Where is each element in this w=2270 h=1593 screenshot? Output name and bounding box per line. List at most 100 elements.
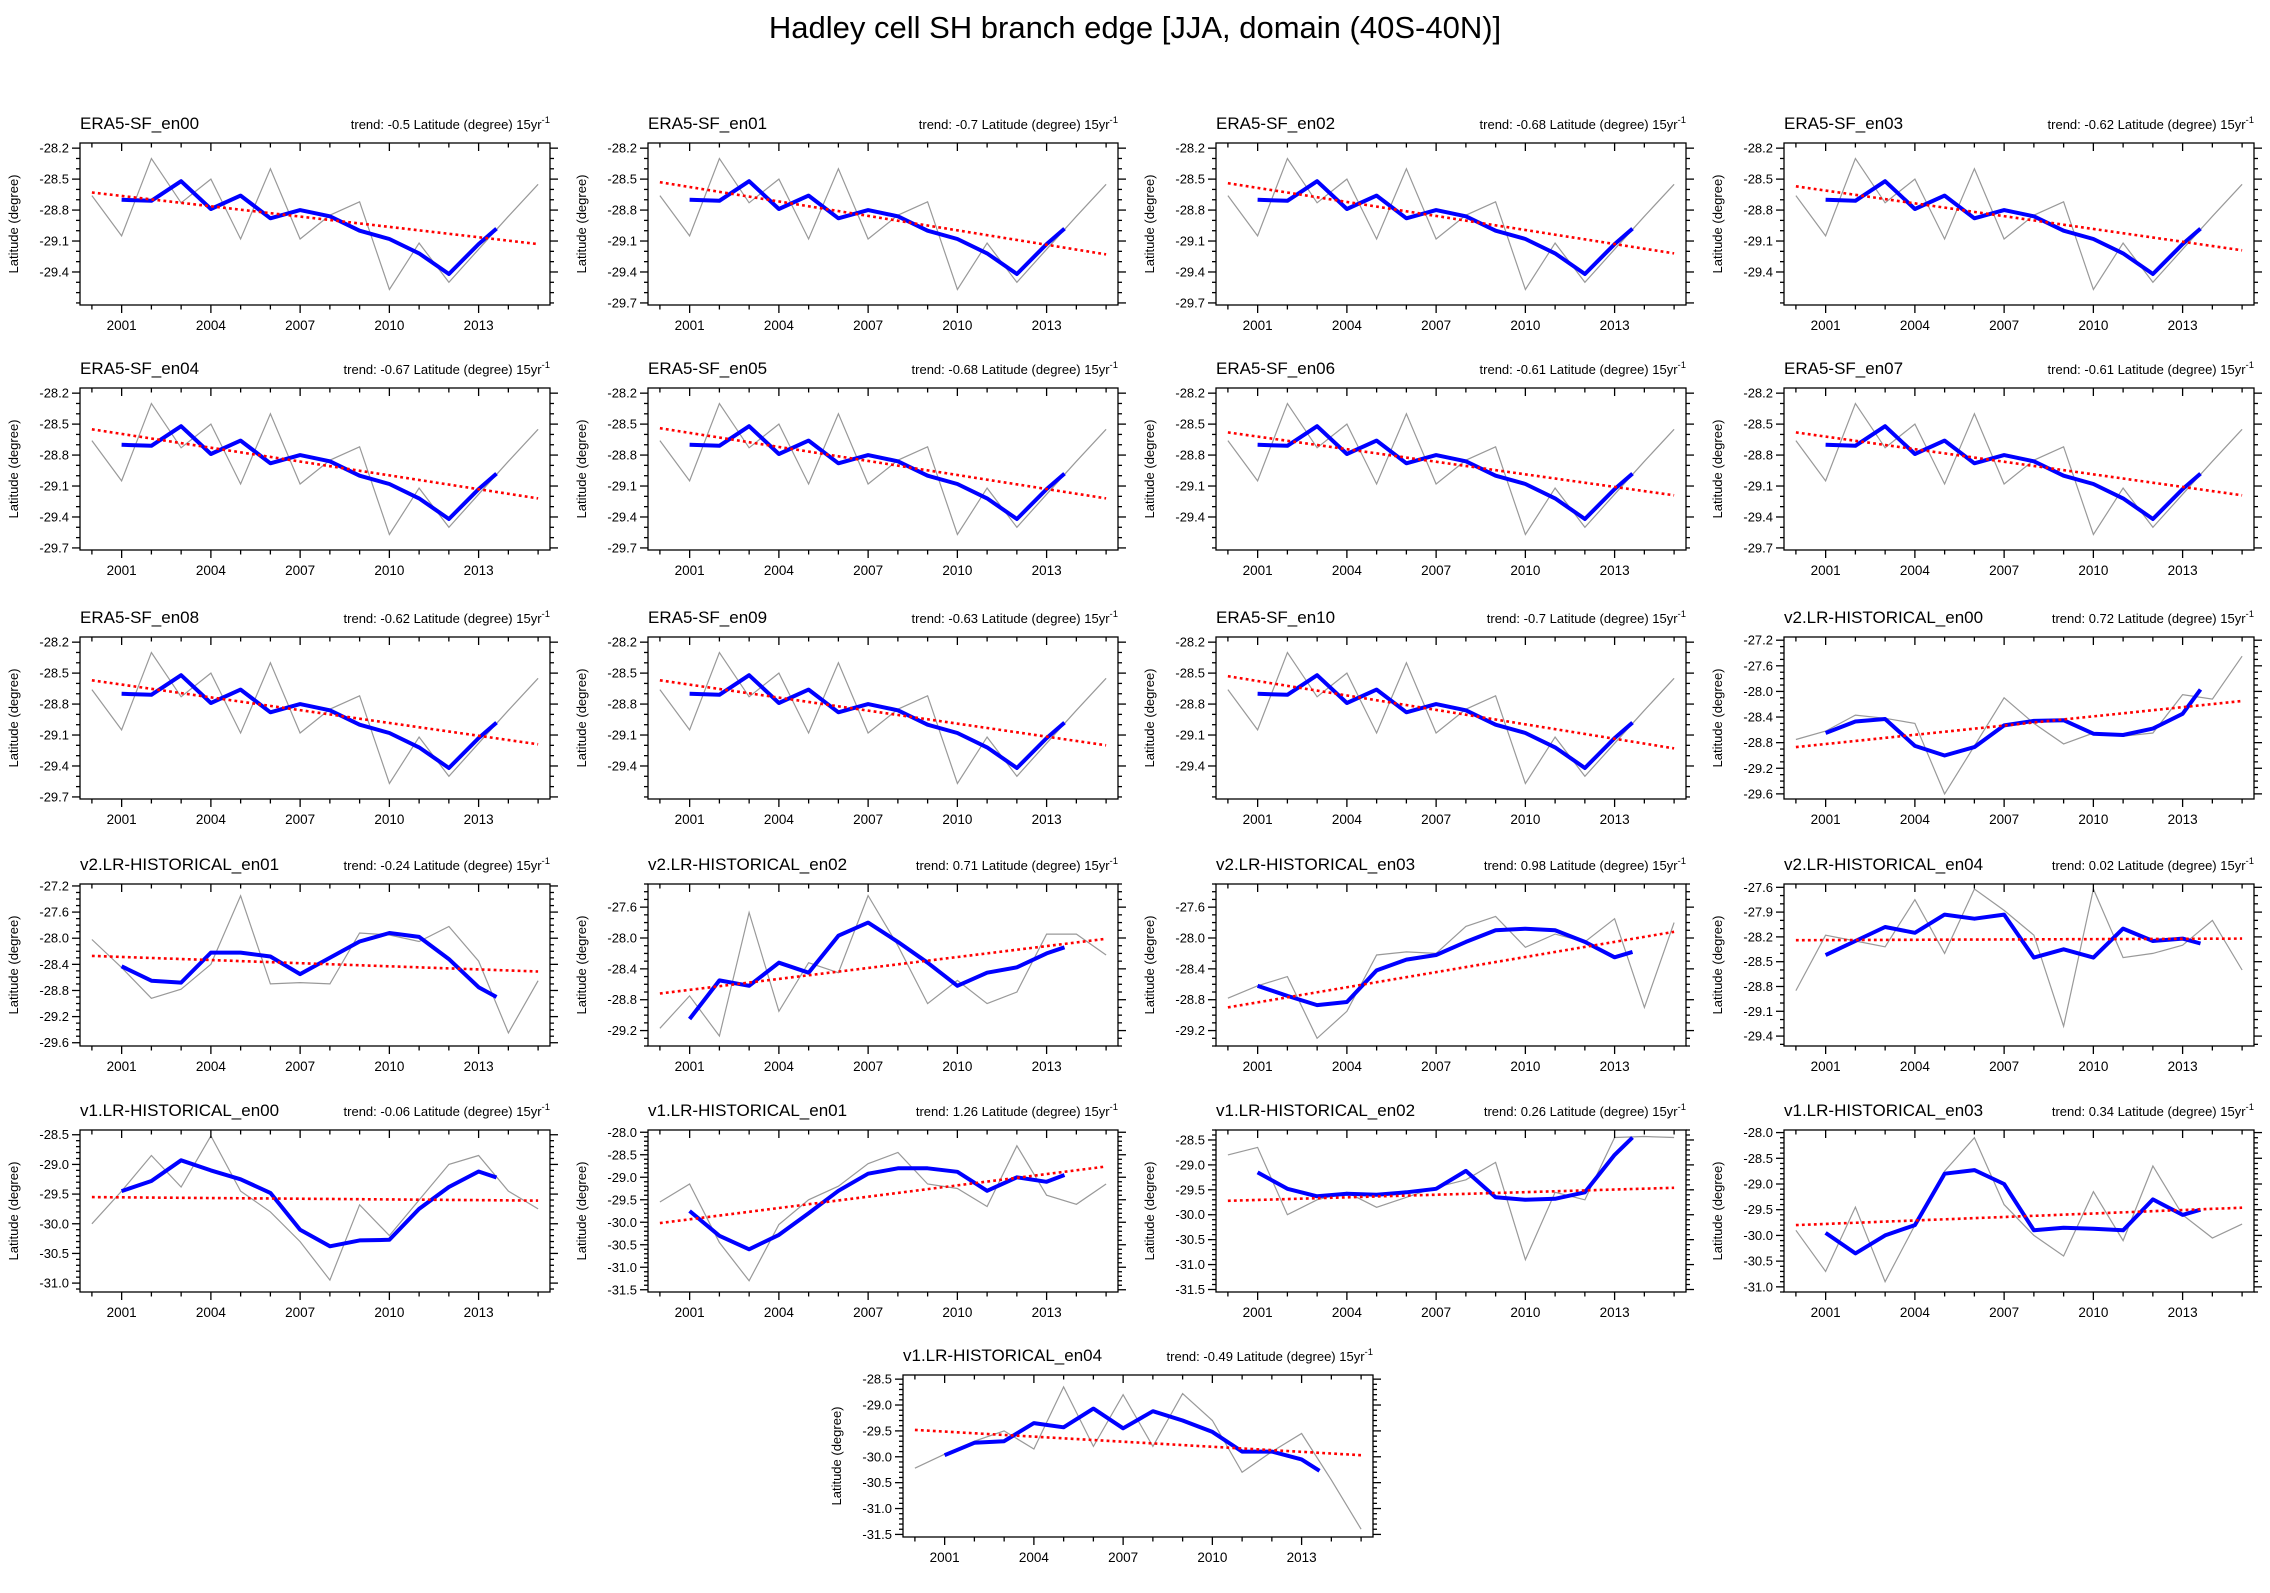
y-tick-label: -28.8 (1743, 735, 1773, 750)
smoothed-series-line (1257, 673, 1634, 770)
y-tick-label: -28.5 (39, 172, 69, 187)
x-tick-label: 2013 (464, 563, 494, 578)
y-tick-label: -28.2 (1175, 386, 1205, 401)
x-tick-label: 2010 (2078, 1305, 2108, 1320)
raw-series-line (1227, 1135, 1675, 1262)
panel-ERA5-SF_en10: ERA5-SF_en10 trend: -0.7 Latitude (degree… (1142, 608, 1694, 827)
trend-exponent: -1 (1110, 609, 1118, 620)
trend-exponent: -1 (542, 609, 550, 620)
trend-label: trend: -0.61 Latitude (degree) 15yr-1 (2048, 360, 2254, 377)
y-tick-label: -28.8 (1743, 979, 1773, 994)
y-tick-label: -29.2 (1743, 761, 1773, 776)
x-tick-label: 2010 (374, 318, 404, 333)
trend-line (914, 1428, 1362, 1457)
smoothed-series-line (1825, 424, 2202, 521)
y-axis-label: Latitude (degree) (574, 668, 589, 767)
x-tick-label: 2013 (2168, 563, 2198, 578)
trend-line (1227, 930, 1675, 1009)
y-axis-label: Latitude (degree) (574, 1161, 589, 1260)
x-tick-label: 2004 (1900, 812, 1931, 827)
panel-v2.LR-HISTORICAL_en04: v2.LR-HISTORICAL_en04 trend: 0.02 Latitud… (1710, 855, 2262, 1074)
raw-series-line (91, 1134, 539, 1282)
y-tick-label: -29.4 (607, 758, 637, 773)
x-tick-label: 2001 (1243, 1305, 1273, 1320)
panel-v1.LR-HISTORICAL_en02: v1.LR-HISTORICAL_en02 trend: 0.26 Latitud… (1142, 1101, 1694, 1320)
trend-line (1795, 1206, 2243, 1227)
y-axis-label: Latitude (degree) (1142, 419, 1157, 518)
y-axis-label: Latitude (degree) (1142, 668, 1157, 767)
x-tick-label: 2004 (1332, 812, 1363, 827)
y-tick-label: -28.8 (607, 992, 637, 1007)
smoothed-series-line (1256, 1136, 1634, 1202)
axes: -29.7 -29.4 -29.1 -28.8 -28.5 -28.2 2001 2004 20… (39, 635, 558, 827)
x-tick-label: 2013 (2168, 812, 2198, 827)
smoothed-series-line (1824, 688, 2203, 758)
y-tick-label: -28.5 (1175, 172, 1205, 187)
panel-title: v2.LR-HISTORICAL_en04 (1784, 855, 1983, 874)
x-tick-label: 2007 (853, 812, 883, 827)
x-tick-label: 2010 (1510, 318, 1540, 333)
raw-series-line (1795, 655, 2243, 796)
smoothed-series-line (121, 673, 498, 770)
panel-title: v1.LR-HISTORICAL_en00 (80, 1101, 279, 1120)
x-tick-label: 2007 (1421, 318, 1451, 333)
x-tick-label: 2007 (285, 563, 315, 578)
y-tick-label: -28.2 (607, 635, 637, 650)
panel-title: v1.LR-HISTORICAL_en01 (648, 1101, 847, 1120)
x-tick-label: 2013 (464, 1059, 494, 1074)
smoothed-series-line (689, 673, 1066, 770)
trend-exponent: -1 (1365, 1347, 1373, 1358)
x-tick-label: 2010 (942, 1059, 972, 1074)
y-tick-label: -28.2 (39, 635, 69, 650)
y-tick-label: -29.4 (39, 509, 69, 524)
y-tick-label: -30.0 (1743, 1228, 1773, 1243)
x-tick-label: 2004 (196, 1059, 227, 1074)
y-axis-label: Latitude (degree) (574, 915, 589, 1014)
x-tick-label: 2001 (675, 1059, 705, 1074)
panel-title: ERA5-SF_en10 (1216, 608, 1335, 627)
x-tick-label: 2010 (942, 563, 972, 578)
y-axis-label: Latitude (degree) (1142, 174, 1157, 273)
y-tick-label: -28.4 (1175, 961, 1205, 976)
x-tick-label: 2010 (1510, 1305, 1540, 1320)
x-tick-label: 2013 (1032, 1305, 1062, 1320)
y-tick-label: -28.2 (1743, 141, 1773, 156)
panel-title: ERA5-SF_en02 (1216, 114, 1335, 133)
trend-label: trend: 0.72 Latitude (degree) 15yr-1 (2052, 609, 2254, 626)
x-tick-label: 2010 (374, 1059, 404, 1074)
y-tick-label: -30.5 (1743, 1254, 1773, 1269)
raw-series-line (659, 1144, 1107, 1282)
panel-v2.LR-HISTORICAL_en00: v2.LR-HISTORICAL_en00 trend: 0.72 Latitud… (1710, 608, 2262, 827)
x-tick-label: 2010 (2078, 812, 2108, 827)
y-tick-label: -28.2 (607, 141, 637, 156)
y-tick-label: -29.4 (1743, 264, 1773, 279)
y-tick-label: -31.5 (607, 1282, 637, 1297)
y-axis-label: Latitude (degree) (574, 419, 589, 518)
y-tick-label: -29.4 (607, 509, 637, 524)
plot-area (1227, 157, 1675, 291)
y-tick-label: -27.2 (1743, 633, 1773, 648)
trend-line (659, 426, 1107, 500)
y-tick-label: -28.2 (1743, 929, 1773, 944)
axes: -29.4 -29.1 -28.8 -28.5 -28.2 2001 2004 2007 201… (1175, 635, 1694, 827)
y-tick-label: -29.4 (1175, 509, 1205, 524)
x-tick-label: 2007 (1108, 1550, 1138, 1565)
smoothed-series-line (688, 920, 1066, 1021)
y-tick-label: -29.7 (1743, 540, 1773, 555)
raw-series-line (659, 651, 1107, 785)
raw-series-line (91, 894, 539, 1035)
y-tick-label: -28.2 (1175, 141, 1205, 156)
y-tick-label: -29.1 (39, 234, 69, 249)
trend-line (91, 679, 539, 746)
y-tick-label: -30.0 (862, 1449, 892, 1464)
plot-area (659, 402, 1107, 536)
trend-exponent: -1 (1678, 856, 1686, 867)
panel-ERA5-SF_en05: ERA5-SF_en05 trend: -0.68 Latitude (degre… (574, 359, 1126, 578)
smoothed-series-line (1256, 926, 1634, 1008)
x-tick-label: 2007 (1421, 812, 1451, 827)
panel-ERA5-SF_en09: ERA5-SF_en09 trend: -0.63 Latitude (degre… (574, 608, 1126, 827)
y-tick-label: -29.6 (39, 1035, 69, 1050)
y-axis-label: Latitude (degree) (574, 174, 589, 273)
x-tick-label: 2013 (1600, 1059, 1630, 1074)
raw-series-line (1227, 157, 1675, 291)
